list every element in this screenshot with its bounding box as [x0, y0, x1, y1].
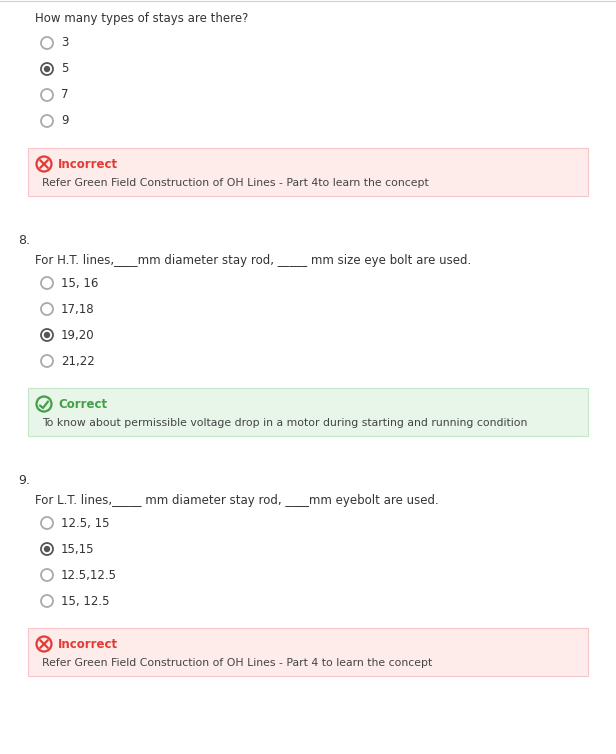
Text: 8.: 8.	[18, 234, 30, 247]
Circle shape	[44, 66, 50, 72]
FancyBboxPatch shape	[28, 628, 588, 676]
Text: 15, 12.5: 15, 12.5	[61, 594, 110, 608]
Text: For H.T. lines,____mm diameter stay rod, _____ mm size eye bolt are used.: For H.T. lines,____mm diameter stay rod,…	[35, 254, 471, 267]
FancyBboxPatch shape	[28, 148, 588, 196]
Text: 15,15: 15,15	[61, 542, 94, 556]
Text: Refer Green Field Construction of OH Lines - Part 4 to learn the concept: Refer Green Field Construction of OH Lin…	[42, 658, 432, 668]
Text: 19,20: 19,20	[61, 329, 95, 342]
Text: Refer Green Field Construction of OH Lines - Part 4to learn the concept: Refer Green Field Construction of OH Lin…	[42, 178, 429, 188]
Circle shape	[44, 332, 50, 339]
Text: 9: 9	[61, 115, 68, 127]
Text: 17,18: 17,18	[61, 302, 95, 315]
Text: For L.T. lines,_____ mm diameter stay rod, ____mm eyebolt are used.: For L.T. lines,_____ mm diameter stay ro…	[35, 494, 439, 507]
Text: 5: 5	[61, 63, 68, 75]
Text: 3: 3	[61, 36, 68, 50]
Text: 9.: 9.	[18, 474, 30, 487]
Text: 12.5, 15: 12.5, 15	[61, 516, 110, 529]
Text: 7: 7	[61, 88, 68, 102]
Circle shape	[44, 546, 50, 552]
Text: 15, 16: 15, 16	[61, 277, 99, 290]
Text: Incorrect: Incorrect	[58, 158, 118, 170]
FancyBboxPatch shape	[28, 388, 588, 436]
Text: Correct: Correct	[58, 397, 107, 410]
Text: 12.5,12.5: 12.5,12.5	[61, 569, 117, 581]
Text: Incorrect: Incorrect	[58, 637, 118, 651]
Text: How many types of stays are there?: How many types of stays are there?	[35, 12, 248, 25]
Text: To know about permissible voltage drop in a motor during starting and running co: To know about permissible voltage drop i…	[42, 418, 527, 428]
Text: 21,22: 21,22	[61, 354, 95, 367]
